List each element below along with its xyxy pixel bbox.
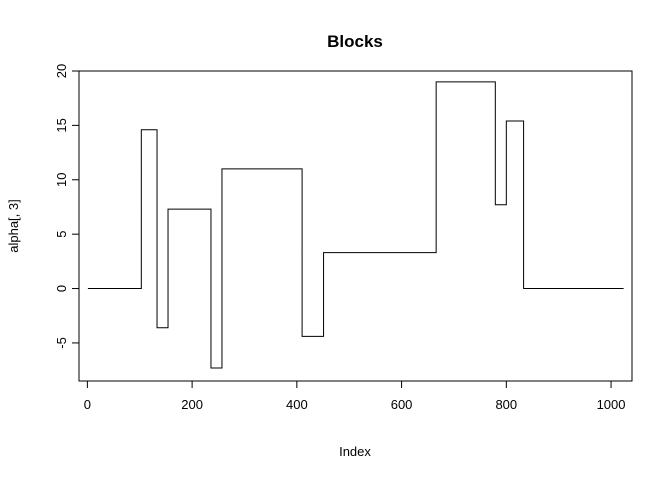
series-line (87, 81, 624, 369)
x-axis-label: Index (339, 444, 371, 459)
chart-title: Blocks (327, 32, 383, 51)
y-tick-label: 5 (54, 231, 69, 238)
x-tick-label: 200 (181, 397, 203, 412)
x-axis-ticks: 0 200 400 600 800 1000 (84, 381, 626, 412)
y-tick-label: 0 (54, 285, 69, 292)
x-tick-label: 0 (84, 397, 91, 412)
y-axis-ticks: -5 0 5 10 15 20 (54, 64, 79, 349)
plot-frame (78, 70, 633, 382)
y-tick-label: -5 (54, 337, 69, 349)
x-tick-label: 600 (391, 397, 413, 412)
y-tick-label: 10 (54, 173, 69, 187)
y-tick-label: 20 (54, 64, 69, 78)
y-axis-label: alpha[, 3] (6, 199, 21, 253)
x-tick-label: 800 (495, 397, 517, 412)
y-tick-label: 15 (54, 118, 69, 132)
x-tick-label: 1000 (597, 397, 626, 412)
x-tick-label: 400 (286, 397, 308, 412)
